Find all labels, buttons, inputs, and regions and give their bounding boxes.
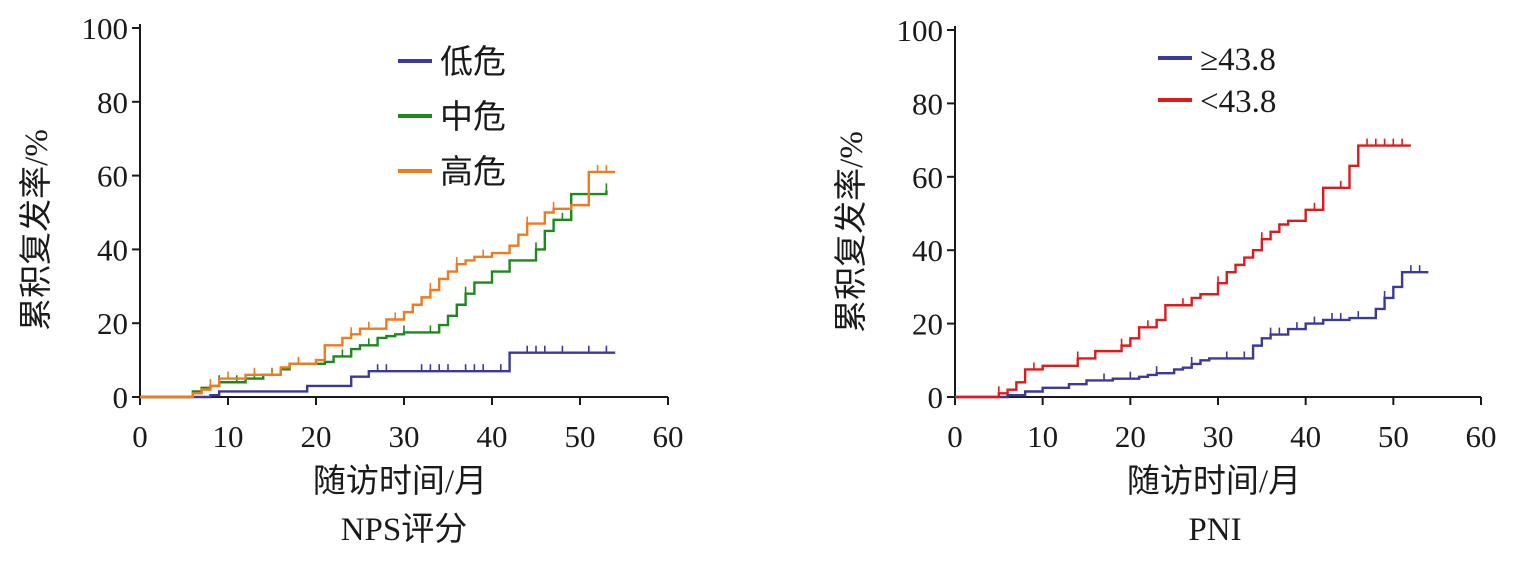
series-0 <box>140 345 616 399</box>
x-tick-label: 50 <box>1378 419 1409 454</box>
x-tick-label: 30 <box>1203 419 1234 454</box>
y-axis-title: 累积复发率/% <box>18 129 55 331</box>
axes: 0 10 20 30 40 50 60 0 20 40 60 80 100 <box>82 11 684 454</box>
legend-label: <43.8 <box>1200 84 1276 120</box>
y-axis-title: 累积复发率/% <box>833 131 870 333</box>
x-tick-label: 60 <box>653 419 684 454</box>
y-tick-label: 40 <box>912 233 943 268</box>
legend-item: 中危 <box>398 99 506 136</box>
legend-item: <43.8 <box>1158 84 1276 120</box>
series-line <box>140 170 616 399</box>
y-tick-label: 60 <box>97 159 128 194</box>
x-tick-label: 40 <box>477 419 508 454</box>
x-tick-label: 40 <box>1290 419 1321 454</box>
x-tick-label: 0 <box>947 419 963 454</box>
x-tick-label: 60 <box>1466 419 1497 454</box>
y-tick-label: 60 <box>912 160 943 195</box>
y-tick-label: 20 <box>97 306 128 341</box>
x-axis-title: 随访时间/月 <box>1127 463 1301 500</box>
chart-panel-nps: 0 10 20 30 40 50 60 0 20 40 60 80 100 累积复发率/% 随访时间/月 NP… <box>18 11 684 548</box>
series-0 <box>955 265 1429 399</box>
y-tick-label: 0 <box>928 380 944 415</box>
series-line <box>140 351 616 399</box>
y-tick-label: 100 <box>897 13 944 48</box>
x-tick-label: 20 <box>1115 419 1146 454</box>
axes: 0 10 20 30 40 50 60 0 20 40 60 80 100 <box>897 13 1497 454</box>
x-tick-label: 10 <box>1027 419 1058 454</box>
chart-panel-pni: 0 10 20 30 40 50 60 0 20 40 60 80 100 累积复发率/% 随访时间/月 PN… <box>833 13 1497 548</box>
legend-label: ≥43.8 <box>1200 42 1276 78</box>
series-line <box>955 144 1411 399</box>
series-2 <box>140 164 616 399</box>
x-tick-label: 50 <box>565 419 596 454</box>
y-tick-label: 80 <box>97 85 128 120</box>
legend-label: 高危 <box>440 154 506 191</box>
y-tick-label: 80 <box>912 86 943 121</box>
y-tick-label: 100 <box>82 11 129 46</box>
x-tick-label: 20 <box>301 419 332 454</box>
legend-label: 低危 <box>440 44 506 81</box>
x-tick-label: 10 <box>213 419 244 454</box>
legend-item: 高危 <box>398 154 506 191</box>
chart-subtitle: PNI <box>1188 512 1241 548</box>
y-tick-label: 20 <box>912 307 943 342</box>
series-line <box>955 271 1429 399</box>
x-tick-label: 0 <box>132 419 148 454</box>
chart-subtitle: NPS评分 <box>341 512 468 548</box>
legend-item: 低危 <box>398 44 506 81</box>
legend-item: ≥43.8 <box>1158 42 1276 78</box>
x-axis-title: 随访时间/月 <box>313 463 487 500</box>
series-1 <box>140 183 608 399</box>
series-line <box>140 190 608 399</box>
legend-label: 中危 <box>440 99 506 136</box>
y-tick-label: 40 <box>97 232 128 267</box>
y-tick-label: 0 <box>113 380 129 415</box>
series-1 <box>955 138 1411 399</box>
x-tick-label: 30 <box>389 419 420 454</box>
